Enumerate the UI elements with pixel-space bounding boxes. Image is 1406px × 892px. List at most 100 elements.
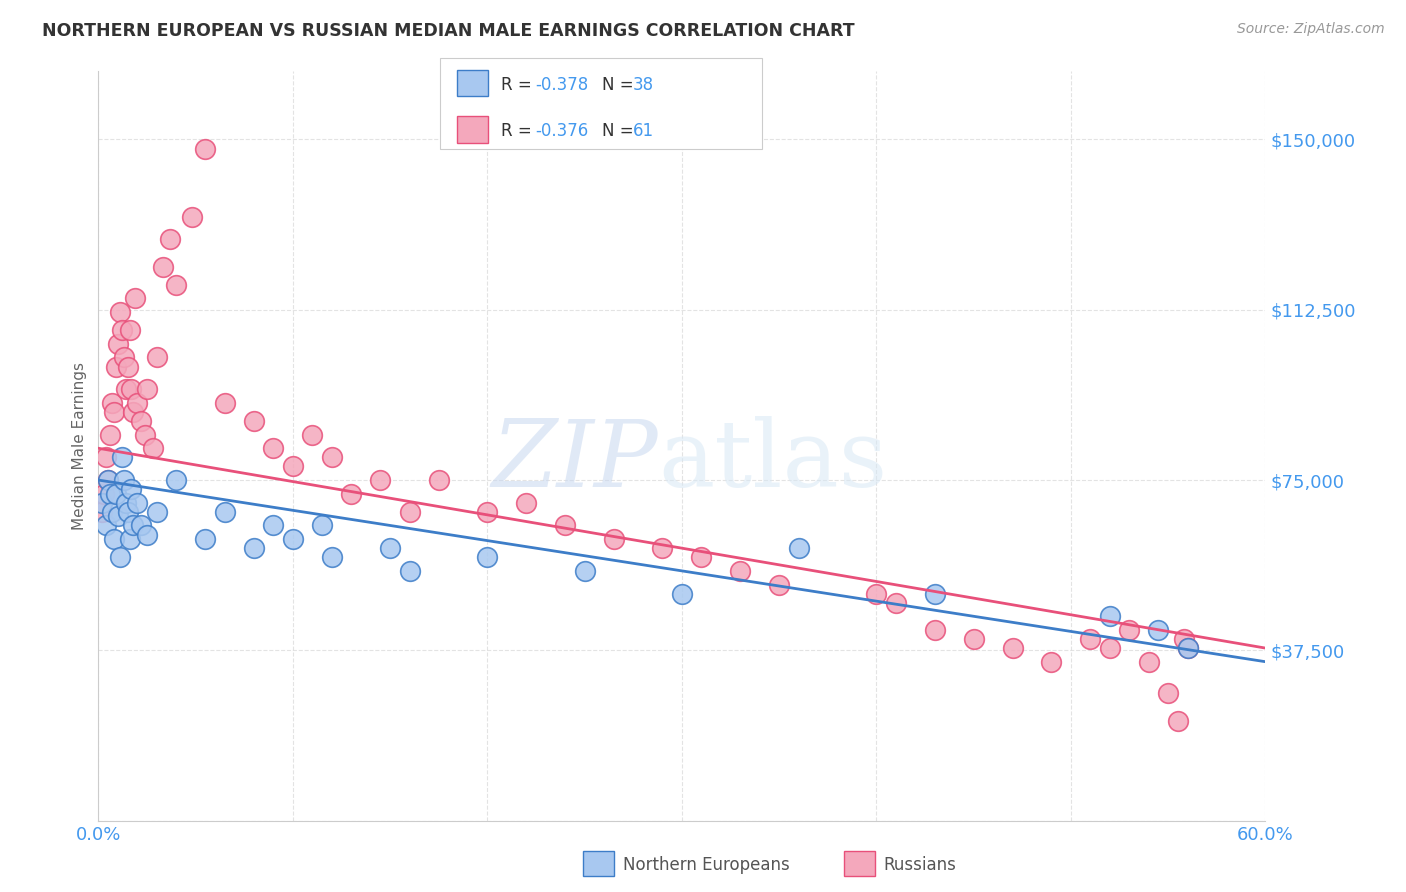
Point bbox=[768, 577, 790, 591]
Point bbox=[884, 596, 907, 610]
Point bbox=[104, 359, 127, 374]
Point bbox=[117, 359, 139, 374]
Point bbox=[165, 277, 187, 292]
Point bbox=[146, 505, 169, 519]
Point bbox=[515, 496, 537, 510]
Point bbox=[165, 473, 187, 487]
Point bbox=[962, 632, 984, 646]
Point bbox=[311, 518, 333, 533]
Point bbox=[142, 442, 165, 456]
Point bbox=[108, 305, 131, 319]
Point bbox=[122, 405, 145, 419]
Point bbox=[96, 518, 118, 533]
Point bbox=[671, 586, 693, 600]
Point bbox=[91, 505, 114, 519]
Point bbox=[118, 532, 141, 546]
Point bbox=[98, 486, 121, 500]
Text: Russians: Russians bbox=[883, 856, 956, 874]
Point bbox=[1177, 641, 1199, 656]
Point bbox=[124, 292, 146, 306]
Point bbox=[787, 541, 810, 556]
Point bbox=[97, 473, 120, 487]
Point bbox=[1040, 655, 1063, 669]
Point bbox=[114, 496, 136, 510]
Text: ZIP: ZIP bbox=[492, 416, 658, 506]
Point bbox=[214, 396, 236, 410]
Point bbox=[398, 505, 420, 519]
Point bbox=[398, 564, 420, 578]
Point bbox=[118, 323, 141, 337]
Point bbox=[93, 486, 115, 500]
Point bbox=[603, 532, 626, 546]
Point bbox=[127, 496, 149, 510]
Point bbox=[111, 450, 134, 465]
Point bbox=[152, 260, 174, 274]
Point bbox=[370, 473, 392, 487]
Point bbox=[98, 427, 121, 442]
Point bbox=[96, 450, 118, 465]
Point bbox=[1177, 641, 1199, 656]
Text: 61: 61 bbox=[633, 122, 654, 140]
Point bbox=[554, 518, 576, 533]
Point bbox=[427, 473, 450, 487]
Point bbox=[281, 532, 304, 546]
Point bbox=[108, 550, 131, 565]
Text: Source: ZipAtlas.com: Source: ZipAtlas.com bbox=[1237, 22, 1385, 37]
Text: NORTHERN EUROPEAN VS RUSSIAN MEDIAN MALE EARNINGS CORRELATION CHART: NORTHERN EUROPEAN VS RUSSIAN MEDIAN MALE… bbox=[42, 22, 855, 40]
Point bbox=[97, 473, 120, 487]
Point bbox=[117, 505, 139, 519]
Point bbox=[103, 532, 125, 546]
Point bbox=[243, 414, 266, 428]
Point bbox=[477, 550, 499, 565]
Point bbox=[1147, 623, 1170, 637]
Point bbox=[134, 427, 156, 442]
Point bbox=[243, 541, 266, 556]
Point bbox=[865, 586, 887, 600]
Point bbox=[104, 486, 127, 500]
Point bbox=[301, 427, 323, 442]
Point bbox=[924, 586, 946, 600]
Text: N =: N = bbox=[602, 76, 638, 94]
Point bbox=[159, 232, 181, 246]
Point bbox=[103, 405, 125, 419]
Point bbox=[262, 518, 284, 533]
Point bbox=[107, 509, 129, 524]
Point bbox=[114, 382, 136, 396]
Text: N =: N = bbox=[602, 122, 638, 140]
Point bbox=[651, 541, 673, 556]
Point bbox=[112, 473, 135, 487]
Y-axis label: Median Male Earnings: Median Male Earnings bbox=[72, 362, 87, 530]
Point bbox=[262, 442, 284, 456]
Point bbox=[1001, 641, 1024, 656]
Point bbox=[1080, 632, 1102, 646]
Point bbox=[136, 527, 159, 541]
Point bbox=[924, 623, 946, 637]
Point bbox=[1137, 655, 1160, 669]
Point bbox=[214, 505, 236, 519]
Point bbox=[91, 496, 114, 510]
Point bbox=[1167, 714, 1189, 728]
Point bbox=[129, 414, 152, 428]
Text: atlas: atlas bbox=[658, 416, 887, 506]
Point bbox=[112, 351, 135, 365]
Point bbox=[1173, 632, 1195, 646]
Text: -0.376: -0.376 bbox=[536, 122, 589, 140]
Point bbox=[122, 518, 145, 533]
Point bbox=[180, 210, 202, 224]
Point bbox=[111, 323, 134, 337]
Point bbox=[477, 505, 499, 519]
Text: Northern Europeans: Northern Europeans bbox=[623, 856, 790, 874]
Point bbox=[574, 564, 596, 578]
Point bbox=[1118, 623, 1140, 637]
Point bbox=[129, 518, 152, 533]
Text: R =: R = bbox=[501, 122, 537, 140]
Point bbox=[281, 459, 304, 474]
Point bbox=[194, 142, 217, 156]
Point bbox=[1098, 609, 1121, 624]
Text: R =: R = bbox=[501, 76, 537, 94]
Point bbox=[121, 382, 143, 396]
Point bbox=[1157, 686, 1180, 700]
Point bbox=[127, 396, 149, 410]
Point bbox=[146, 351, 169, 365]
Point bbox=[321, 450, 343, 465]
